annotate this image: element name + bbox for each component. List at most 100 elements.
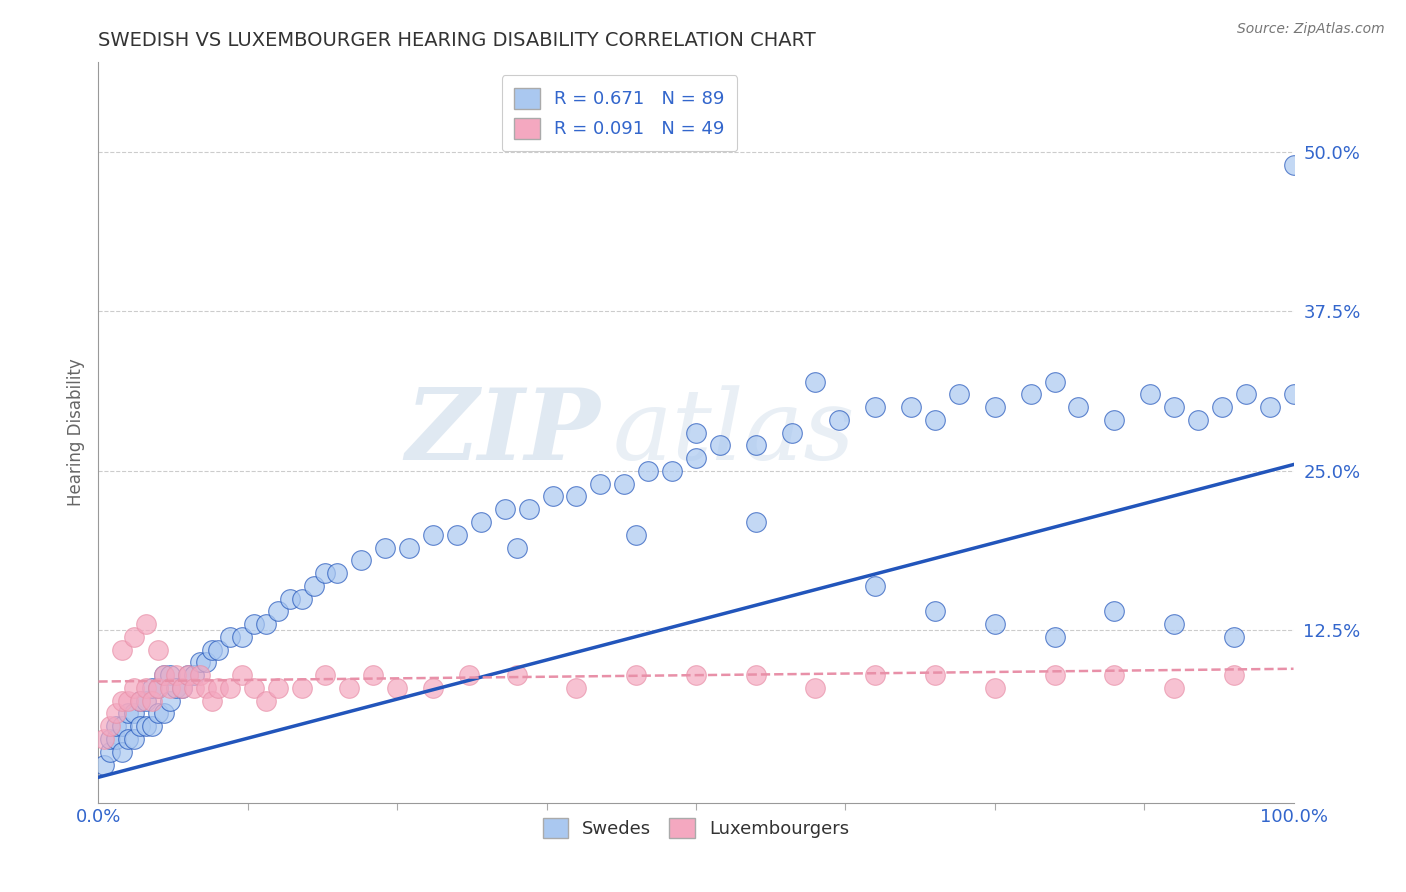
Point [613, 476, 636, 491]
Point [183, 668, 205, 682]
Point [172, 681, 194, 695]
Point [506, 541, 529, 555]
Point [117, 731, 139, 746]
Point [1211, 400, 1233, 414]
Point [745, 515, 768, 529]
Point [924, 604, 946, 618]
Point [243, 681, 266, 695]
Point [111, 642, 134, 657]
Point [111, 719, 134, 733]
Point [219, 681, 242, 695]
Point [129, 694, 152, 708]
Point [685, 451, 707, 466]
Point [1104, 668, 1126, 682]
Point [984, 400, 1007, 414]
Point [188, 656, 211, 670]
Point [315, 566, 337, 580]
Point [195, 681, 218, 695]
Point [141, 719, 163, 733]
Point [1282, 387, 1305, 401]
Point [470, 515, 492, 529]
Point [446, 527, 468, 541]
Text: SWEDISH VS LUXEMBOURGER HEARING DISABILITY CORRELATION CHART: SWEDISH VS LUXEMBOURGER HEARING DISABILI… [98, 30, 815, 50]
Point [188, 668, 211, 682]
Point [124, 706, 146, 721]
Point [207, 642, 229, 657]
Y-axis label: Hearing Disability: Hearing Disability [66, 359, 84, 507]
Point [219, 630, 242, 644]
Point [98, 719, 122, 733]
Point [637, 464, 659, 478]
Point [924, 668, 946, 682]
Point [385, 681, 409, 695]
Point [685, 425, 707, 440]
Point [363, 668, 385, 682]
Point [1163, 400, 1185, 414]
Point [231, 630, 253, 644]
Text: ZIP: ZIP [405, 384, 600, 481]
Point [709, 438, 731, 452]
Point [828, 413, 851, 427]
Point [1223, 668, 1246, 682]
Point [565, 490, 588, 504]
Point [291, 591, 314, 606]
Point [1067, 400, 1090, 414]
Point [148, 642, 170, 657]
Point [398, 541, 420, 555]
Legend: Swedes, Luxembourgers: Swedes, Luxembourgers [536, 810, 856, 846]
Point [117, 706, 139, 721]
Point [159, 668, 181, 682]
Point [422, 527, 444, 541]
Point [1104, 604, 1126, 618]
Point [685, 668, 707, 682]
Point [153, 668, 176, 682]
Point [1043, 375, 1066, 389]
Point [165, 681, 187, 695]
Point [1104, 413, 1126, 427]
Point [159, 694, 181, 708]
Point [105, 706, 128, 721]
Point [804, 375, 827, 389]
Point [984, 617, 1007, 632]
Point [865, 400, 887, 414]
Point [129, 719, 152, 733]
Point [315, 668, 337, 682]
Point [105, 731, 128, 746]
Point [105, 719, 128, 733]
Point [804, 681, 827, 695]
Point [1163, 681, 1185, 695]
Point [172, 681, 194, 695]
Point [350, 553, 373, 567]
Point [626, 527, 648, 541]
Point [374, 541, 396, 555]
Point [135, 694, 157, 708]
Point [1139, 387, 1161, 401]
Point [1282, 157, 1305, 171]
Point [195, 656, 218, 670]
Point [93, 757, 115, 772]
Point [267, 681, 290, 695]
Point [135, 719, 157, 733]
Point [231, 668, 253, 682]
Point [153, 668, 176, 682]
Point [124, 681, 146, 695]
Point [111, 694, 134, 708]
Point [661, 464, 683, 478]
Point [780, 425, 803, 440]
Point [541, 490, 564, 504]
Point [93, 731, 115, 746]
Point [494, 502, 516, 516]
Point [177, 668, 200, 682]
Point [1163, 617, 1185, 632]
Point [1043, 630, 1066, 644]
Point [148, 681, 170, 695]
Point [177, 668, 200, 682]
Point [1223, 630, 1246, 644]
Point [458, 668, 481, 682]
Point [141, 681, 163, 695]
Point [129, 694, 152, 708]
Point [243, 617, 266, 632]
Point [326, 566, 349, 580]
Point [117, 694, 139, 708]
Point [98, 745, 122, 759]
